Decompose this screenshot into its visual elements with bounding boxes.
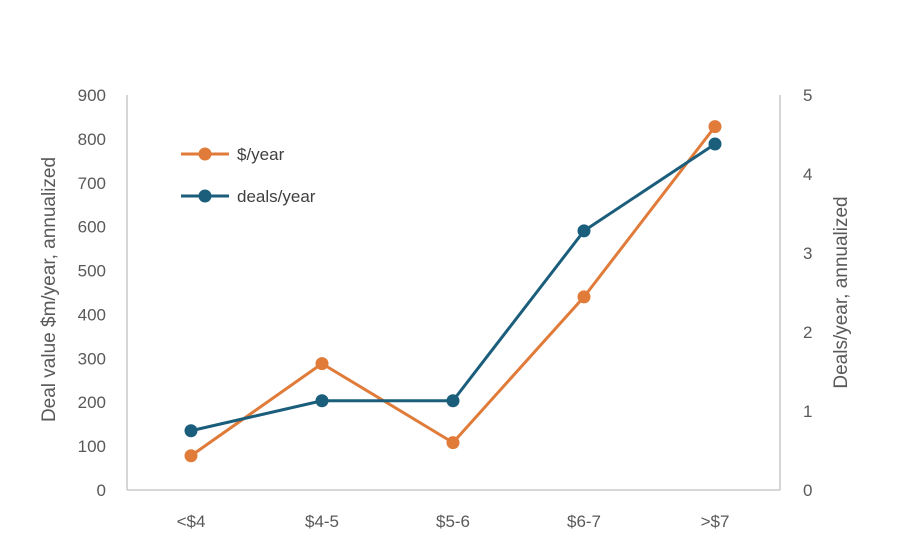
left-tick-label: 200 [78, 393, 106, 412]
right-tick-label: 2 [803, 323, 812, 342]
x-tick-label: >$7 [701, 512, 730, 531]
x-tick-labels: <$4 $4-5 $5-6 $6-7 >$7 [177, 512, 730, 531]
data-point-1 [446, 394, 460, 408]
x-tick-label: $5-6 [436, 512, 470, 531]
data-point-0 [184, 449, 198, 463]
data-point-0 [315, 357, 329, 371]
right-tick-label: 1 [803, 402, 812, 421]
right-tick-label: 0 [803, 481, 812, 500]
series-group [184, 120, 722, 463]
left-tick-label: 700 [78, 174, 106, 193]
legend-label-deals: deals/year [237, 187, 316, 206]
right-tick-labels: 0 1 2 3 4 5 [803, 86, 812, 500]
legend: $/year deals/year [181, 145, 316, 206]
left-axis-title: Deal value $m/year, annualized [39, 157, 60, 422]
data-point-0 [708, 120, 722, 134]
data-point-0 [577, 290, 591, 304]
right-axis-title: Deals/year, annualized [831, 196, 852, 388]
legend-label-dollars: $/year [237, 145, 285, 164]
right-tick-label: 4 [803, 165, 812, 184]
x-tick-label: <$4 [177, 512, 206, 531]
left-tick-label: 300 [78, 349, 106, 368]
left-tick-label: 900 [78, 86, 106, 105]
data-point-0 [446, 436, 460, 450]
right-tick-label: 5 [803, 86, 812, 105]
legend-marker-deals [198, 189, 212, 203]
data-point-1 [708, 137, 722, 151]
left-tick-label: 800 [78, 130, 106, 149]
data-point-1 [315, 394, 329, 408]
x-tick-label: $6-7 [567, 512, 601, 531]
right-tick-label: 3 [803, 244, 812, 263]
legend-item-deals: deals/year [181, 187, 316, 206]
left-tick-label: 0 [97, 481, 106, 500]
legend-item-dollars: $/year [181, 145, 285, 164]
axes [126, 95, 781, 491]
left-tick-labels: 0 100 200 300 400 500 600 700 800 900 [78, 86, 106, 500]
legend-marker-dollars [198, 147, 212, 161]
data-point-1 [184, 424, 198, 438]
left-tick-label: 500 [78, 262, 106, 281]
x-tick-label: $4-5 [305, 512, 339, 531]
left-tick-label: 600 [78, 218, 106, 237]
left-tick-label: 400 [78, 305, 106, 324]
left-tick-label: 100 [78, 437, 106, 456]
data-point-1 [577, 224, 591, 238]
